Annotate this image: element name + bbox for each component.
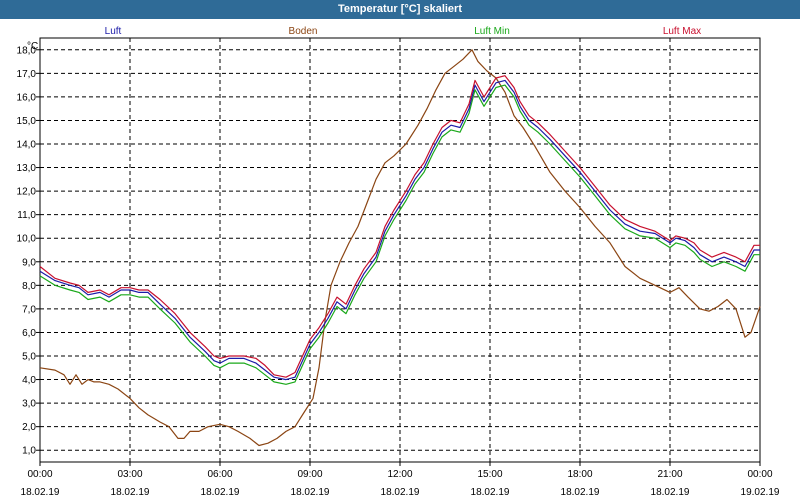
x-tick-time-label: 21:00 [657, 469, 682, 480]
y-tick-label: 3,0 [22, 399, 36, 410]
x-tick-date-label: 19.02.19 [741, 487, 780, 498]
x-tick-date-label: 18.02.19 [561, 487, 600, 498]
y-tick-label: 6,0 [22, 328, 36, 339]
y-tick-label: 17,0 [17, 69, 37, 80]
legend-entry: Luft [105, 26, 122, 37]
y-tick-label: 7,0 [22, 304, 36, 315]
y-tick-label: 1,0 [22, 446, 36, 457]
series-line-luft-min [39, 84, 760, 385]
x-axis-ticks: 00:00 18.02.19 03:00 18.02.19 06:00 18.02.19 0… [21, 462, 780, 498]
y-tick-label: 5,0 [22, 352, 36, 363]
y-axis-ticks: 1,0 2,0 3,0 4,0 5,0 6,0 7,0 8,0 9,0 10,0 11,0 12,0 1… [17, 45, 40, 457]
x-tick-time-label: 15:00 [477, 469, 502, 480]
x-tick-date-label: 18.02.19 [651, 487, 690, 498]
y-tick-label: 12,0 [17, 187, 37, 198]
y-tick-label: 2,0 [22, 422, 36, 433]
legend-entry: Boden [289, 26, 318, 37]
y-tick-label: 18,0 [17, 45, 37, 56]
x-tick-time-label: 03:00 [117, 469, 142, 480]
chart-title: Temperatur [°C] skaliert [0, 0, 800, 19]
y-tick-label: 10,0 [17, 234, 37, 245]
legend-entry: Luft Max [663, 26, 701, 37]
y-tick-label: 16,0 [17, 92, 37, 103]
y-tick-label: 14,0 [17, 140, 37, 151]
legend-entry: Luft Min [474, 26, 510, 37]
x-tick-time-label: 00:00 [747, 469, 772, 480]
x-tick-time-label: 00:00 [27, 469, 52, 480]
x-tick-date-label: 18.02.19 [291, 487, 330, 498]
x-tick-date-label: 18.02.19 [471, 487, 510, 498]
series-lines [39, 49, 761, 447]
x-tick-time-label: 12:00 [387, 469, 412, 480]
x-tick-date-label: 18.02.19 [381, 487, 420, 498]
x-tick-time-label: 09:00 [297, 469, 322, 480]
x-tick-time-label: 18:00 [567, 469, 592, 480]
y-tick-label: 4,0 [22, 375, 36, 386]
series-line-luft-max [39, 75, 760, 378]
x-tick-date-label: 18.02.19 [111, 487, 150, 498]
y-tick-label: 8,0 [22, 281, 36, 292]
x-tick-date-label: 18.02.19 [21, 487, 60, 498]
grid [40, 38, 760, 462]
series-line-luft [39, 79, 760, 381]
x-tick-date-label: 18.02.19 [201, 487, 240, 498]
legend: Luft Boden Luft Min Luft Max [105, 26, 702, 37]
y-tick-label: 13,0 [17, 163, 37, 174]
y-axis-unit-label: °C [27, 41, 38, 52]
y-tick-label: 11,0 [17, 210, 36, 221]
x-tick-time-label: 06:00 [207, 469, 232, 480]
temperature-chart: Luft Boden Luft Min Luft Max °C 1,0 2,0 3,0 4,… [17, 26, 780, 498]
series-line-boden [39, 49, 761, 447]
y-tick-label: 15,0 [17, 116, 37, 127]
y-tick-label: 9,0 [22, 257, 36, 268]
